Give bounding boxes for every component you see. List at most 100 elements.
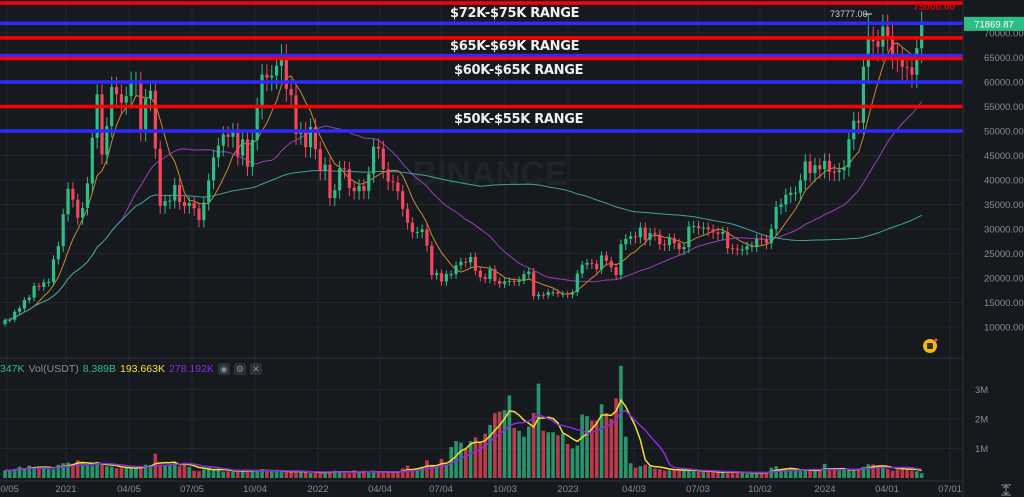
volume-bar	[740, 472, 744, 478]
volume-bar	[779, 469, 783, 478]
time-tick-label: 07/04	[429, 484, 453, 495]
candle	[270, 75, 274, 78]
volume-bar	[667, 470, 672, 478]
candle	[755, 238, 759, 247]
volume-bar	[352, 470, 356, 478]
price-tick-label: 20000.00	[984, 274, 1024, 285]
horizontal-lines	[0, 1, 963, 133]
candle	[488, 269, 492, 279]
volume-bar	[357, 472, 361, 478]
volume-bar	[85, 464, 90, 478]
time-axis[interactable]: 10/05 2021 04/05 07/05 10/04 2022 04/04 07/04 10…	[0, 484, 962, 495]
candle	[32, 285, 36, 298]
candle	[522, 274, 526, 280]
time-tick-label: 2022	[307, 484, 328, 495]
volume-legend-value: 347K	[0, 363, 25, 375]
eye-icon[interactable]: ◉	[217, 363, 230, 375]
volume-bar	[701, 472, 706, 478]
candle	[376, 146, 381, 149]
candle	[197, 208, 201, 221]
volume-bar	[624, 436, 628, 478]
candle	[551, 292, 555, 294]
candle	[536, 294, 541, 297]
volume-bar	[396, 471, 400, 478]
candle	[604, 255, 608, 261]
volume-bar	[628, 463, 633, 478]
volume-bar	[459, 442, 463, 478]
candle	[425, 229, 429, 246]
candles	[3, 11, 924, 327]
volume-bar	[250, 471, 255, 478]
volume-bar	[260, 469, 264, 478]
volume-bar	[546, 432, 550, 478]
candle	[279, 55, 284, 66]
volume-bar	[240, 470, 245, 478]
volume-bar	[822, 463, 827, 478]
volume-bar	[483, 433, 487, 478]
candle	[823, 160, 827, 170]
volume-bar	[100, 464, 104, 478]
volume-bar	[202, 469, 206, 478]
volume-bar	[837, 470, 841, 478]
volume-bar	[105, 466, 109, 478]
time-tick-label: 10/03	[493, 484, 517, 495]
range-label-60k-65k: $60K-$65K RANGE	[454, 63, 584, 78]
volume-bar	[696, 471, 701, 478]
volume-bar	[522, 436, 526, 478]
candle	[905, 66, 909, 68]
volume-bar	[565, 444, 570, 478]
candle	[211, 157, 216, 181]
candle	[192, 203, 196, 209]
volume-bar	[619, 365, 623, 478]
time-tick-label: 04/03	[622, 484, 646, 495]
price-tick-label: 65000.00	[984, 53, 1024, 64]
candle	[318, 149, 322, 172]
scale-toggle-icon[interactable]	[1001, 484, 1011, 496]
volume-bar	[109, 466, 114, 478]
volume-bar	[51, 469, 56, 478]
high-price-label: 73777.00	[830, 9, 868, 19]
time-tick-label: 2024	[814, 484, 835, 495]
candle	[47, 281, 51, 283]
volume-bar	[66, 462, 70, 478]
close-icon[interactable]: ✕	[249, 363, 262, 375]
candle	[798, 180, 802, 193]
candle	[187, 203, 191, 206]
candle	[701, 227, 705, 229]
candle	[643, 227, 647, 240]
candle	[294, 95, 298, 134]
candle	[847, 139, 851, 168]
candle	[454, 265, 458, 275]
ma-25-line	[4, 101, 923, 321]
alert-icon[interactable]	[923, 338, 938, 354]
volume-bar	[158, 464, 162, 478]
volume-bar	[604, 413, 609, 478]
time-tick-label: 10/05	[0, 484, 19, 495]
volume-legend-ma1: 193.663K	[120, 363, 165, 375]
volume-bar	[211, 469, 216, 478]
volume-tick-label: 3M	[975, 385, 988, 396]
candle	[556, 292, 560, 294]
target-price-label: 75000.00	[913, 2, 955, 13]
candle	[580, 264, 584, 274]
candle	[415, 231, 419, 233]
candle	[502, 281, 507, 284]
gear-icon[interactable]: ⚙	[233, 363, 246, 375]
candle	[221, 134, 225, 146]
watermark: BINANCE	[413, 155, 568, 193]
candle	[473, 256, 478, 271]
volume-ma-10-line	[5, 410, 922, 474]
candle	[71, 188, 75, 200]
candle	[27, 297, 31, 301]
candle	[716, 232, 720, 234]
candle	[871, 38, 875, 42]
candle	[284, 55, 288, 89]
price-axis[interactable]: 70000.00 65000.00 60000.00 55000.00 50000.00…	[984, 29, 1024, 334]
volume-bar	[590, 420, 594, 478]
candle	[764, 239, 769, 244]
price-tick-label: 70000.00	[984, 29, 1024, 40]
candle	[333, 190, 337, 199]
candle	[730, 248, 735, 250]
candle	[570, 292, 575, 295]
